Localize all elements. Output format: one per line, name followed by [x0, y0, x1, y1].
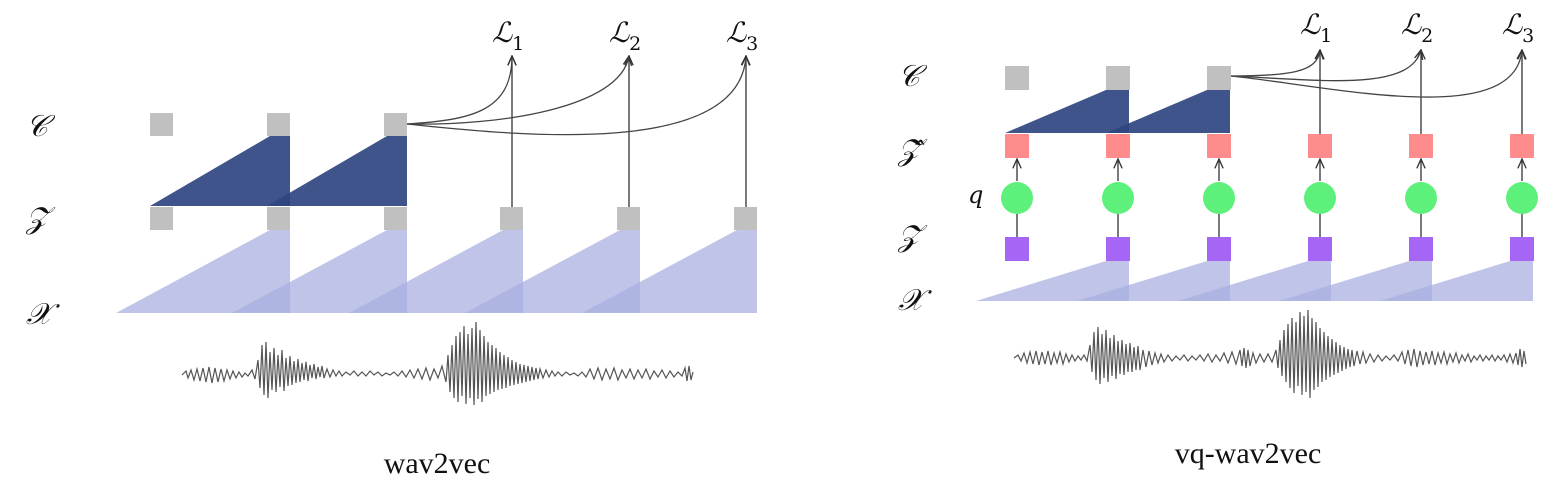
context-node [267, 113, 290, 136]
latent-node [1510, 237, 1534, 261]
context-to-loss-curve [1230, 50, 1320, 77]
loss-label-2: ℒ2 [609, 16, 641, 55]
row-label-z: 𝒵 [897, 219, 928, 254]
encoder-field [349, 230, 523, 313]
encoder-field [582, 230, 757, 313]
latent-node [617, 207, 640, 230]
context-node [150, 113, 173, 136]
context-node [1106, 66, 1130, 90]
context-field [150, 136, 290, 206]
panel-caption: wav2vec [384, 447, 491, 480]
quantized-node [1106, 134, 1130, 158]
context-to-loss-curve [406, 56, 629, 125]
latent-node [384, 207, 407, 230]
context-node [384, 113, 407, 136]
latent-to-quantizer-links [1016, 214, 1523, 237]
latent-node [1005, 237, 1029, 261]
quantizer-nodes [1001, 182, 1538, 214]
context-nodes [1005, 66, 1231, 90]
context-to-loss-curve [406, 56, 512, 125]
context-to-loss-curve [1230, 50, 1522, 98]
loss-label-3: ℒ3 [726, 16, 758, 55]
context-field [1106, 90, 1230, 133]
row-label-x: 𝒳 [26, 297, 60, 332]
panel-caption: vq-wav2vec [1175, 437, 1322, 470]
context-node [1207, 66, 1231, 90]
encoder-receptive-fields [976, 261, 1533, 301]
row-label-c: 𝒞 [26, 109, 56, 144]
latent-node [1207, 237, 1231, 261]
waveform-icon [181, 321, 694, 406]
context-field [1005, 90, 1129, 133]
latent-nodes [1005, 237, 1534, 261]
context-to-loss-curve [1230, 50, 1421, 82]
encoder-field [465, 230, 640, 313]
quantized-node [1510, 134, 1534, 158]
loss-label-2: ℒ2 [1401, 8, 1433, 47]
context-node [1005, 66, 1029, 90]
quantizer-node [1102, 182, 1134, 214]
quantized-node [1308, 134, 1332, 158]
context-network [150, 136, 407, 206]
encoder-field [976, 261, 1129, 301]
encoder-field [232, 230, 407, 313]
latent-node [1409, 237, 1433, 261]
latent-node [734, 207, 757, 230]
quantizer-label: q [968, 181, 983, 209]
quantized-node [1005, 134, 1029, 158]
row-label-c: 𝒞 [898, 59, 928, 94]
quantizer-node [1001, 182, 1033, 214]
row-label-x: 𝒳 [898, 283, 932, 318]
latent-node [1308, 237, 1332, 261]
wav2vec-panel: 𝒞 𝒵 𝒳 [25, 16, 758, 480]
encoder-field [1077, 261, 1230, 301]
quantized-nodes [1005, 134, 1534, 158]
quantizer-arrows [1017, 159, 1522, 181]
quantizer-node [1405, 182, 1437, 214]
latent-node [267, 207, 290, 230]
vq-wav2vec-panel: 𝒞 𝒵̂ 𝒵 𝒳 q [897, 8, 1538, 470]
encoder-field [116, 230, 290, 313]
loss-label-3: ℒ3 [1502, 8, 1534, 47]
quantizer-node [1203, 182, 1235, 214]
row-label-z: 𝒵 [25, 201, 56, 236]
latent-node [150, 207, 173, 230]
context-network [1005, 90, 1230, 133]
loss-label-1: ℒ1 [492, 16, 524, 55]
latent-node [500, 207, 523, 230]
encoder-field [1380, 261, 1533, 301]
quantizer-node [1506, 182, 1538, 214]
quantized-node [1207, 134, 1231, 158]
loss-label-1: ℒ1 [1300, 8, 1332, 47]
latent-node [1106, 237, 1130, 261]
quantizer-node [1304, 182, 1336, 214]
context-field [267, 136, 407, 206]
row-label-zhat: 𝒵̂ [897, 133, 928, 168]
encoder-field [1279, 261, 1432, 301]
encoder-field [1178, 261, 1331, 301]
context-to-loss-curve [406, 56, 746, 136]
waveform-icon [1013, 309, 1527, 399]
context-nodes [150, 113, 407, 136]
quantized-node [1409, 134, 1433, 158]
latent-nodes [150, 207, 757, 230]
encoder-receptive-fields [116, 230, 757, 313]
